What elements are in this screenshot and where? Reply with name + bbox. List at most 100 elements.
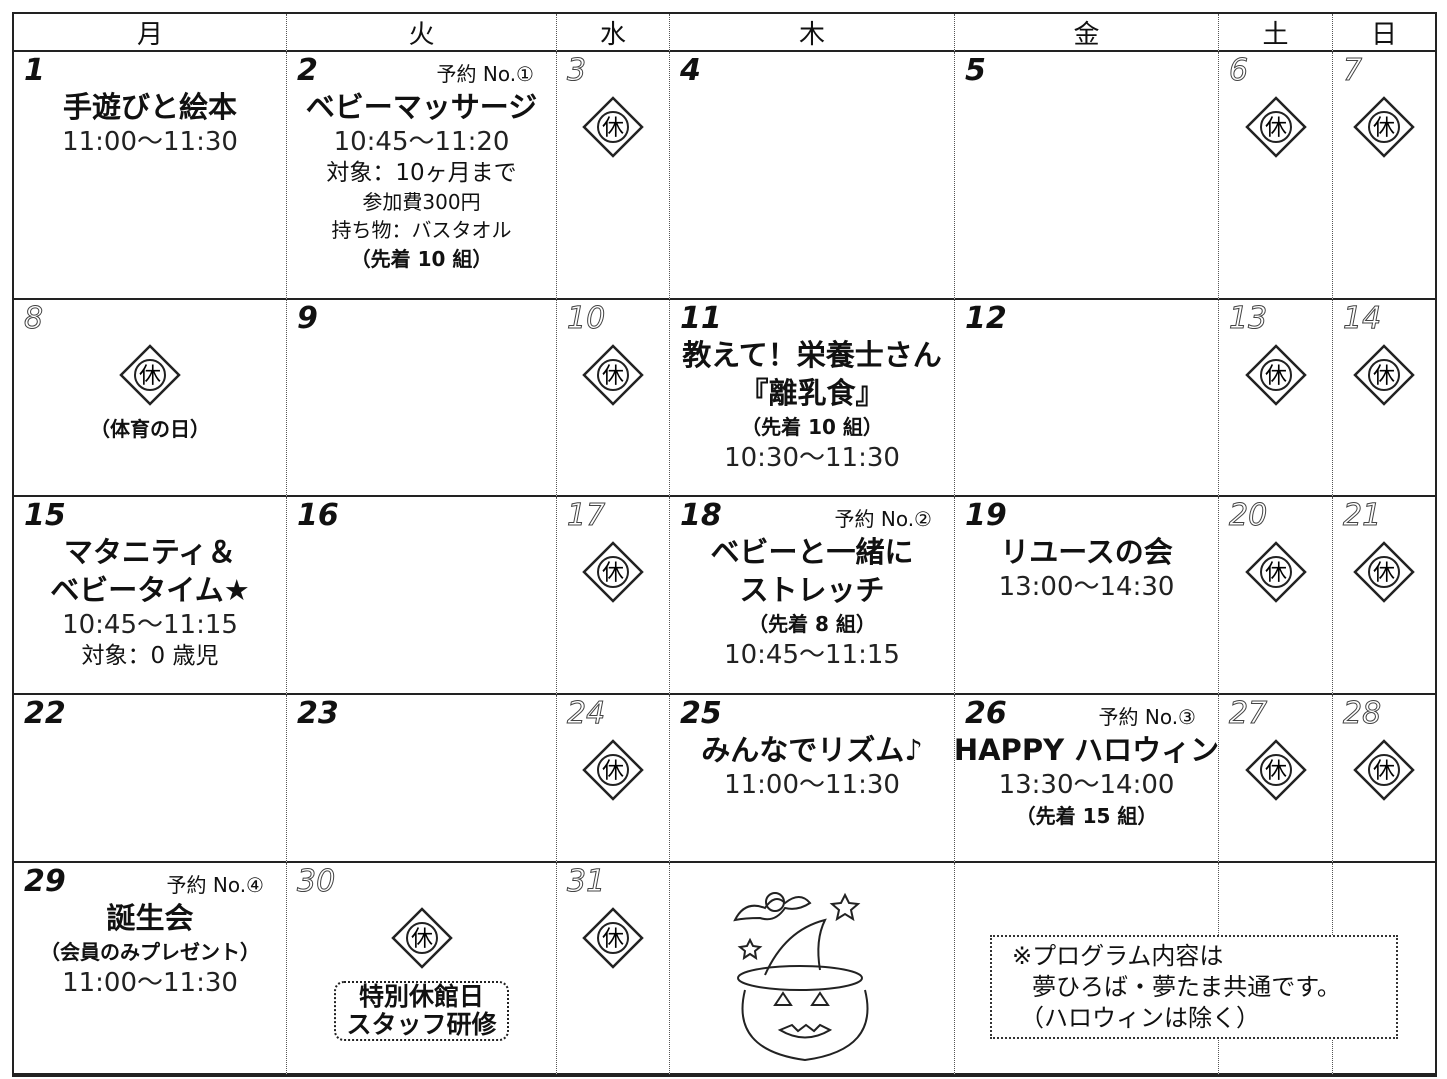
event-bold: （会員のみプレゼント） (40, 940, 260, 964)
note-line: 夢ひろば・夢たま共通です。 (1032, 973, 1341, 1001)
day-cell: 23 (287, 695, 557, 863)
reservation-number: 予約 No.③ (1098, 705, 1197, 729)
day-cell: 26 予約 No.③ HAPPY ハロウィン 13:30～14:00 （先着 15 組） (953, 695, 1220, 863)
day-cell: 11 教えて！栄養士さん 『離乳食』 （先着 10 組） 10:30～11:30 (670, 300, 955, 497)
day-cell: 24 休 (557, 695, 670, 863)
diamond (1353, 541, 1415, 603)
day-number: 21 (1342, 498, 1382, 533)
event-time: 10:45～11:15 (724, 640, 900, 670)
event-title: ストレッチ (739, 573, 885, 607)
diamond (119, 344, 181, 406)
day-number: 23 (297, 696, 339, 731)
special-closure-box: 特別休館日 スタッフ研修 (334, 981, 509, 1041)
event-title: 誕生会 (106, 901, 194, 935)
diamond (1353, 96, 1415, 158)
reservation-number: 予約 No.① (436, 62, 535, 86)
circle (405, 922, 438, 954)
closed-label: 休 (1373, 364, 1395, 389)
event-time: 11:00～11:30 (62, 968, 238, 998)
day-cell: 29 予約 No.④ 誕生会 （会員のみプレゼント） 11:00～11:30 (14, 863, 287, 1075)
event-time: 13:00～14:30 (998, 572, 1175, 602)
day-cell: 31 休 (557, 863, 670, 1075)
weekday-header: 土 (1219, 14, 1333, 52)
day-number: 5 (965, 53, 986, 88)
diamond (1353, 739, 1415, 801)
circle (1368, 111, 1400, 143)
day-number: 24 (566, 696, 606, 731)
day-cell: 19 リユースの会 13:00～14:30 (955, 497, 1219, 695)
closed-label: 休 (602, 759, 624, 784)
event-bold: （先着 10 組） (350, 247, 493, 271)
diamond (1244, 344, 1307, 406)
day-number: 13 (1228, 301, 1268, 336)
event-title: HAPPY ハロウィン (953, 733, 1220, 767)
closed-icon: 休 (582, 739, 644, 801)
day-cell: 18 予約 No.② ベビーと一緒に ストレッチ （先着 8 組） 10:45～11:15 (670, 497, 955, 695)
diamond (582, 96, 644, 158)
day-cell: 2 予約 No.① ベビーマッサージ 10:45～11:20 対象：10ヶ月まで 参加費3… (287, 52, 557, 300)
diamond (582, 739, 644, 801)
circle (1368, 556, 1400, 588)
day-number: 22 (24, 696, 66, 731)
closed-label: 休 (1264, 116, 1286, 141)
closed-icon: 休 (582, 907, 644, 969)
closed-label: 休 (602, 364, 624, 389)
day-number: 3 (566, 53, 587, 88)
box-line: 特別休館日 (358, 982, 484, 1011)
day-cell: 30 休特別休館日 スタッフ研修 (287, 863, 557, 1075)
event-time: 11:00～11:30 (724, 770, 900, 800)
event-time: 10:45～11:20 (333, 127, 510, 157)
diamond (1244, 96, 1307, 158)
diamond (1353, 344, 1415, 406)
day-cell: 4 (670, 52, 955, 300)
diamond (1244, 541, 1307, 603)
event-small: 参加費300円 (362, 190, 481, 214)
event-title: マタニティ＆ (63, 535, 237, 569)
day-number: 20 (1228, 498, 1268, 533)
day-cell: 10 休 (557, 300, 670, 497)
event-title: みんなでリズム♪ (701, 733, 923, 767)
day-number: 18 (680, 498, 722, 533)
diamond (390, 907, 453, 969)
closed-label: 休 (410, 927, 432, 952)
event-time: 11:00～11:30 (62, 127, 238, 157)
day-number: 25 (680, 696, 722, 731)
day-cell: 13 休 (1219, 300, 1333, 497)
event-bold: （体育の日） (90, 417, 210, 441)
day-cell: 20 休 (1219, 497, 1333, 695)
day-cell: 27 休 (1219, 695, 1333, 863)
day-number: 12 (965, 301, 1007, 336)
day-cell: 8 休 （体育の日） (14, 300, 287, 497)
closed-label: 休 (1264, 561, 1286, 586)
day-number: 11 (680, 301, 722, 336)
circle (597, 922, 629, 954)
closed-label: 休 (139, 364, 161, 389)
diamond (582, 541, 644, 603)
circle (1259, 111, 1292, 143)
halloween-illustration (733, 892, 869, 1062)
event-title: ベビーマッサージ (305, 90, 538, 124)
event-time: 10:45～11:15 (62, 610, 238, 640)
day-number: 10 (566, 301, 606, 336)
day-number: 27 (1228, 696, 1268, 731)
event-title: 教えて！栄養士さん (682, 338, 942, 372)
diamond (582, 344, 644, 406)
weekday-header: 水 (557, 14, 670, 52)
day-cell: 25 みんなでリズム♪ 11:00～11:30 (670, 695, 955, 863)
closed-label: 休 (1264, 759, 1286, 784)
weekday-header: 木 (670, 14, 955, 52)
closed-icon: 休 (390, 907, 453, 969)
event-title: 手遊びと絵本 (62, 90, 237, 124)
day-number: 19 (965, 498, 1007, 533)
reservation-number: 予約 No.② (834, 507, 933, 531)
day-number: 16 (297, 498, 339, 533)
day-number: 7 (1342, 53, 1363, 88)
day-cell (670, 863, 955, 1075)
closed-icon: 休 (1244, 541, 1307, 603)
note-line: （ハロウィンは除く） (1020, 1004, 1260, 1032)
closed-icon: 休 (582, 541, 644, 603)
day-cell (1333, 863, 1435, 1075)
